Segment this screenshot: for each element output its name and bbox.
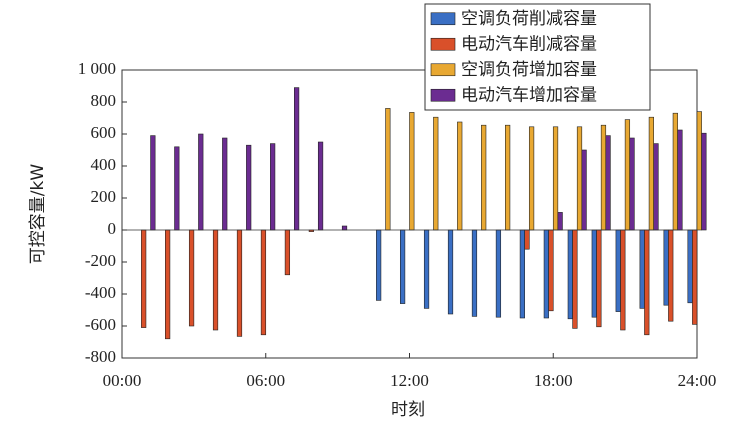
- bar: [457, 121, 463, 231]
- legend-swatch: [430, 88, 456, 102]
- bar: [648, 116, 654, 231]
- bar: [581, 149, 587, 231]
- bar: [270, 143, 276, 231]
- bar: [505, 124, 511, 231]
- y-axis-label: 可控容量/kW: [28, 164, 48, 265]
- bar: [423, 229, 430, 309]
- bar: [663, 229, 669, 306]
- bar: [605, 135, 611, 231]
- x-tick-label: 18:00: [534, 371, 573, 390]
- bar: [385, 108, 391, 231]
- bar: [519, 229, 525, 319]
- x-tick-label: 00:00: [103, 371, 142, 390]
- bar: [615, 229, 621, 312]
- bar: [677, 129, 683, 231]
- bar: [596, 229, 602, 328]
- bar: [672, 112, 678, 231]
- bar: [212, 229, 219, 331]
- legend-label: 空调负荷削减容量: [461, 9, 597, 29]
- bar: [399, 229, 406, 304]
- bar: [447, 229, 454, 315]
- y-tick-label: -800: [85, 347, 116, 366]
- bar: [236, 229, 243, 337]
- y-tick-label: 0: [108, 219, 117, 238]
- legend-box: [424, 3, 651, 111]
- bar: [557, 212, 563, 231]
- bar: [246, 144, 252, 231]
- bar: [198, 133, 204, 231]
- bar: [591, 229, 597, 318]
- bar: [639, 229, 645, 309]
- bar: [629, 137, 635, 231]
- bar: [548, 229, 554, 312]
- y-tick-label: 600: [91, 123, 117, 142]
- bar: [528, 126, 535, 231]
- bar: [150, 135, 156, 231]
- bar: [188, 229, 195, 327]
- x-axis-label: 时刻: [391, 400, 425, 420]
- y-tick-label: -600: [85, 315, 116, 334]
- legend-swatch: [430, 63, 456, 77]
- bar: [624, 119, 631, 231]
- bar: [284, 229, 291, 276]
- bar: [341, 225, 348, 231]
- y-tick-label: 800: [91, 91, 117, 110]
- y-tick-label: 1 000: [78, 59, 116, 78]
- legend-label: 空调负荷增加容量: [461, 60, 597, 80]
- bar: [495, 229, 502, 318]
- bar: [576, 126, 583, 231]
- bar: [260, 229, 267, 336]
- bar: [552, 126, 559, 231]
- bar: [653, 143, 659, 231]
- bar: [481, 124, 487, 231]
- bar: [294, 87, 300, 231]
- bar: [572, 229, 578, 329]
- legend-swatch: [430, 37, 456, 51]
- bar: [600, 124, 607, 231]
- x-tick-label: 06:00: [246, 371, 285, 390]
- bar: [376, 229, 382, 301]
- bar: [687, 229, 693, 304]
- bar: [620, 229, 626, 331]
- bar: [692, 229, 698, 325]
- bar: [222, 137, 228, 231]
- bar: [696, 111, 702, 231]
- bar: [317, 141, 324, 231]
- bar: [433, 116, 439, 231]
- legend-label: 电动汽车削减容量: [461, 34, 597, 54]
- y-tick-label: 200: [91, 187, 117, 206]
- x-tick-label: 24:00: [678, 371, 717, 390]
- x-tick-label: 12:00: [390, 371, 429, 390]
- legend-swatch: [430, 12, 456, 26]
- bar: [543, 229, 549, 319]
- bar: [471, 229, 478, 317]
- bar: [165, 229, 171, 340]
- y-tick-label: -200: [85, 251, 116, 270]
- y-tick-label: 400: [91, 155, 117, 174]
- bar: [567, 229, 573, 320]
- bar: [701, 132, 707, 231]
- bar: [174, 146, 180, 231]
- bar: [141, 229, 147, 328]
- bar: [668, 229, 674, 322]
- legend-label: 电动汽车增加容量: [461, 85, 597, 105]
- bar: [644, 229, 650, 336]
- y-tick-label: -400: [85, 283, 116, 302]
- bar: [524, 229, 530, 250]
- bar: [409, 112, 415, 231]
